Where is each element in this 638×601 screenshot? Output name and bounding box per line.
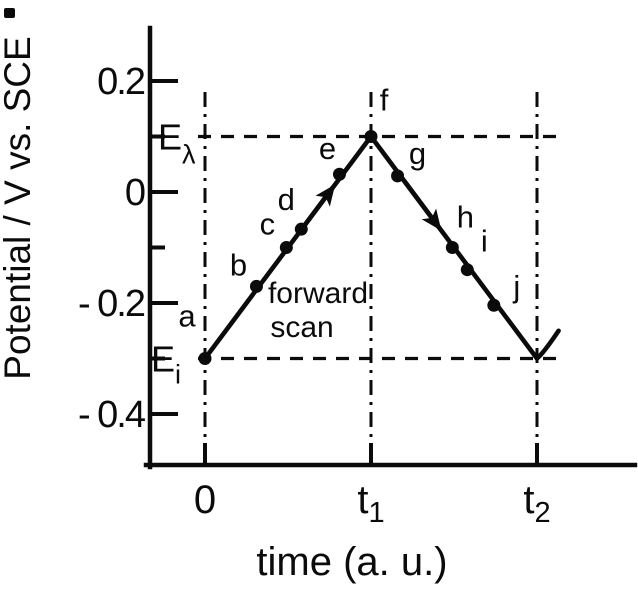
x-tick-label-2: t2 [523,478,550,529]
y-tick-label-2: - 0.2 [78,283,145,325]
point-label-f: f [380,83,389,118]
point-label-e: e [319,131,336,166]
data-point-e [332,167,346,181]
axes [143,25,638,470]
point-label-b: b [230,247,247,282]
forward-scan-arrow [299,184,336,232]
y-axis-title: Potential / V vs. SCE [0,36,38,379]
data-point-i [460,263,474,277]
y-tick-label-3: - 0.4 [78,394,146,436]
data-point-j [487,298,501,312]
data-point-f [364,130,378,143]
axis-ticks [150,79,539,463]
point-label-c: c [260,207,276,242]
point-label-a: a [178,299,196,334]
waveform-layer [202,132,561,362]
axis-tick-labels: 0.2 0 - 0.2 - 0.4 0 t1 t2 [78,61,551,529]
data-point-h [445,241,459,254]
scan-artifact-speck [4,8,15,18]
point-label-i: i [481,224,488,259]
time-marker-lines [203,92,539,464]
point-label-d: d [278,182,295,217]
reverse-scan-arrow [402,179,442,231]
forward-scan-annotation-line2: scan [270,311,333,344]
point-label-h: h [457,200,474,235]
point-label-j: j [512,269,520,304]
switching-potential-label: Eλ [158,117,196,170]
data-point-d [294,222,308,236]
x-tick-label-0: 0 [194,478,216,522]
x-tick-label-1: t1 [357,478,384,529]
initial-potential-label: Ei [151,339,181,390]
x-axis-title: time (a. u.) [256,540,447,584]
data-point-c [279,241,293,254]
data-point-g [391,169,405,183]
y-tick-label-1: 0 [125,172,145,214]
point-label-g: g [409,136,426,171]
forward-scan-annotation-line1: forward [268,277,368,310]
data-point-a [198,352,212,365]
data-point-b [249,279,263,293]
y-tick-label-0: 0.2 [97,61,145,103]
triangular-potential-waveform [202,132,561,362]
